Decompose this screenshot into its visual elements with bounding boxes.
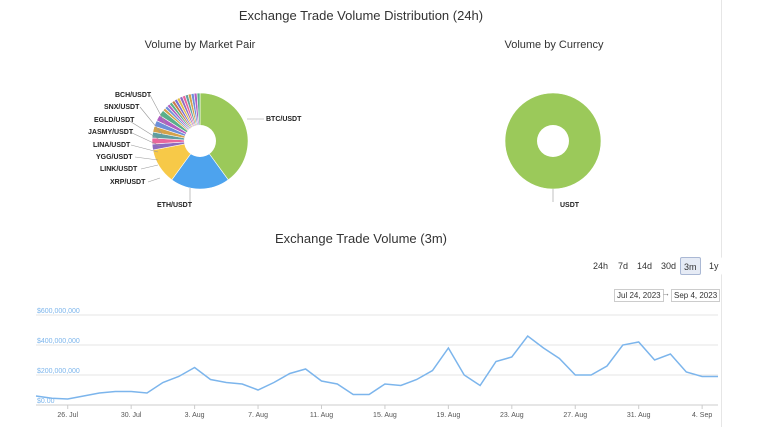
x-tick-label: 3. Aug <box>185 412 205 419</box>
pie-label-egld: EGLD/USDT <box>94 117 135 124</box>
volume-line-chart: $0.00 $200,000,000 $400,000,000 $600,000,00… <box>35 308 718 419</box>
x-axis: 26. Jul 30. Jul 3. Aug 7. Aug 11. Aug 15. Aug… <box>36 404 718 419</box>
pie-label-connector <box>140 164 159 170</box>
pie-label-connector <box>129 131 161 147</box>
from-date-input[interactable]: Jul 24, 2023 <box>614 289 664 302</box>
y-axis: $0.00 $200,000,000 $400,000,000 $600,000,00… <box>36 308 718 406</box>
x-tick-label: 4. Sep <box>692 412 712 419</box>
x-tick-label: 30. Jul <box>121 412 142 419</box>
x-tick-label: 27. Aug <box>563 412 587 419</box>
x-tick-label: 23. Aug <box>500 412 524 419</box>
x-tick-label: 7. Aug <box>248 412 268 419</box>
y-tick-label: $600,000,000 <box>37 308 80 315</box>
pie-label-connector <box>134 156 159 161</box>
pie-label-xrp: XRP/USDT <box>110 179 146 186</box>
pie-label-jasmy: JASMY/USDT <box>88 129 134 136</box>
range-button-30d[interactable]: 30d <box>658 257 680 275</box>
x-tick-label: 11. Aug <box>310 412 333 419</box>
pie-label-connector <box>149 94 167 126</box>
pie-label-eth: ETH/USDT <box>157 202 192 209</box>
pie-slice-btc-usdt[interactable] <box>199 92 249 181</box>
currency-title: Volume by Currency <box>504 39 604 51</box>
x-tick-label: 31. Aug <box>627 412 651 419</box>
pie-label-bch: BCH/USDT <box>115 92 152 99</box>
currency-pie[interactable] <box>504 92 602 190</box>
donut-hole <box>537 125 569 157</box>
x-tick-label: 19. Aug <box>436 412 460 419</box>
pie-slice-eth-usdt[interactable] <box>171 140 229 190</box>
market-pair-title: Volume by Market Pair <box>144 39 256 51</box>
range-button-24h[interactable]: 24h <box>590 257 612 275</box>
pie-label-ygg: YGG/USDT <box>96 154 133 161</box>
volume-3m-title: Exchange Trade Volume (3m) <box>275 231 447 246</box>
pie-label-usdt: USDT <box>560 202 580 209</box>
to-date-input[interactable]: Sep 4, 2023 <box>671 289 721 302</box>
pie-label-connector <box>130 144 159 153</box>
dashboard-panel: Exchange Trade Volume Distribution (24h)… <box>35 0 722 427</box>
y-tick-label: $200,000,000 <box>37 368 80 375</box>
range-button-3m[interactable]: 3m <box>680 257 701 275</box>
range-button-7d[interactable]: 7d <box>615 257 632 275</box>
donut-hole <box>184 125 216 157</box>
pie-label-connector <box>127 119 161 141</box>
pie-label-lina: LINA/USDT <box>93 142 131 149</box>
y-tick-label: $0.00 <box>37 398 55 405</box>
x-tick-label: 26. Jul <box>57 412 78 419</box>
range-button-14d[interactable]: 14d <box>634 257 656 275</box>
pie-charts <box>127 92 602 204</box>
volume-series-line[interactable] <box>35 334 718 400</box>
x-tick-label: 15. Aug <box>373 412 397 419</box>
pie-label-connector <box>139 106 163 135</box>
range-button-1y[interactable]: 1y <box>706 257 722 275</box>
market-pair-pie[interactable] <box>151 92 249 190</box>
arrow-right-icon: → <box>662 289 670 298</box>
pie-label-snx: SNX/USDT <box>104 104 140 111</box>
pie-label-connectors <box>127 94 554 204</box>
y-tick-label: $400,000,000 <box>37 338 80 345</box>
pie-label-connector <box>147 177 161 183</box>
pie-label-link: LINK/USDT <box>100 166 138 173</box>
distribution-title: Exchange Trade Volume Distribution (24h) <box>238 8 484 23</box>
pie-label-btc: BTC/USDT <box>266 116 302 123</box>
